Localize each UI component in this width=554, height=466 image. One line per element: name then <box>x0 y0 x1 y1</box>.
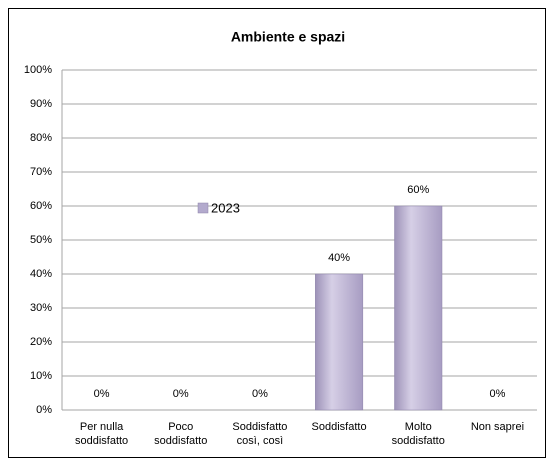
data-label: 40% <box>328 252 350 264</box>
y-tick-label: 40% <box>30 268 52 280</box>
data-label: 0% <box>252 388 268 400</box>
data-label: 0% <box>94 388 110 400</box>
y-tick-label: 60% <box>30 200 52 212</box>
data-label: 60% <box>407 184 429 196</box>
x-tick-label-line: Per nulla <box>80 421 124 433</box>
y-tick-label: 10% <box>30 370 52 382</box>
x-tick-label-line: Non saprei <box>471 421 524 433</box>
x-tick-label: Non saprei <box>471 421 524 433</box>
x-tick-label-line: soddisfatto <box>154 435 207 447</box>
bar <box>315 273 364 411</box>
x-tick-label-line: così, così <box>237 435 283 447</box>
chart-title: Ambiente e spazi <box>231 29 345 45</box>
chart-border <box>8 8 546 458</box>
y-tick-label: 20% <box>30 336 52 348</box>
y-tick-label: 30% <box>30 302 52 314</box>
legend-label: 2023 <box>211 200 240 215</box>
x-tick-label: Soddisfatto così, così <box>232 421 287 447</box>
x-tick-label-line: soddisfatto <box>392 435 445 447</box>
y-tick-label: 0% <box>36 404 52 416</box>
x-tick-label-line: Molto <box>405 421 432 433</box>
x-tick-label-line: soddisfatto <box>75 435 128 447</box>
bar <box>394 205 443 411</box>
y-tick-label: 90% <box>30 98 52 110</box>
data-label: 0% <box>173 388 189 400</box>
x-tick-label: Poco soddisfatto <box>154 421 207 447</box>
x-tick-label: Molto soddisfatto <box>392 421 445 447</box>
x-tick-label: Soddisfatto <box>312 421 367 433</box>
x-tick-label-line: Poco <box>168 421 193 433</box>
legend-swatch <box>197 202 209 214</box>
data-label: 0% <box>489 388 505 400</box>
y-tick-label: 50% <box>30 234 52 246</box>
x-tick-label-line: Soddisfatto <box>232 421 287 433</box>
x-tick-label-line: Soddisfatto <box>312 421 367 433</box>
y-tick-label: 80% <box>30 132 52 144</box>
y-tick-label: 70% <box>30 166 52 178</box>
x-tick-label: Per nulla soddisfatto <box>75 421 128 447</box>
y-tick-label: 100% <box>24 64 52 76</box>
